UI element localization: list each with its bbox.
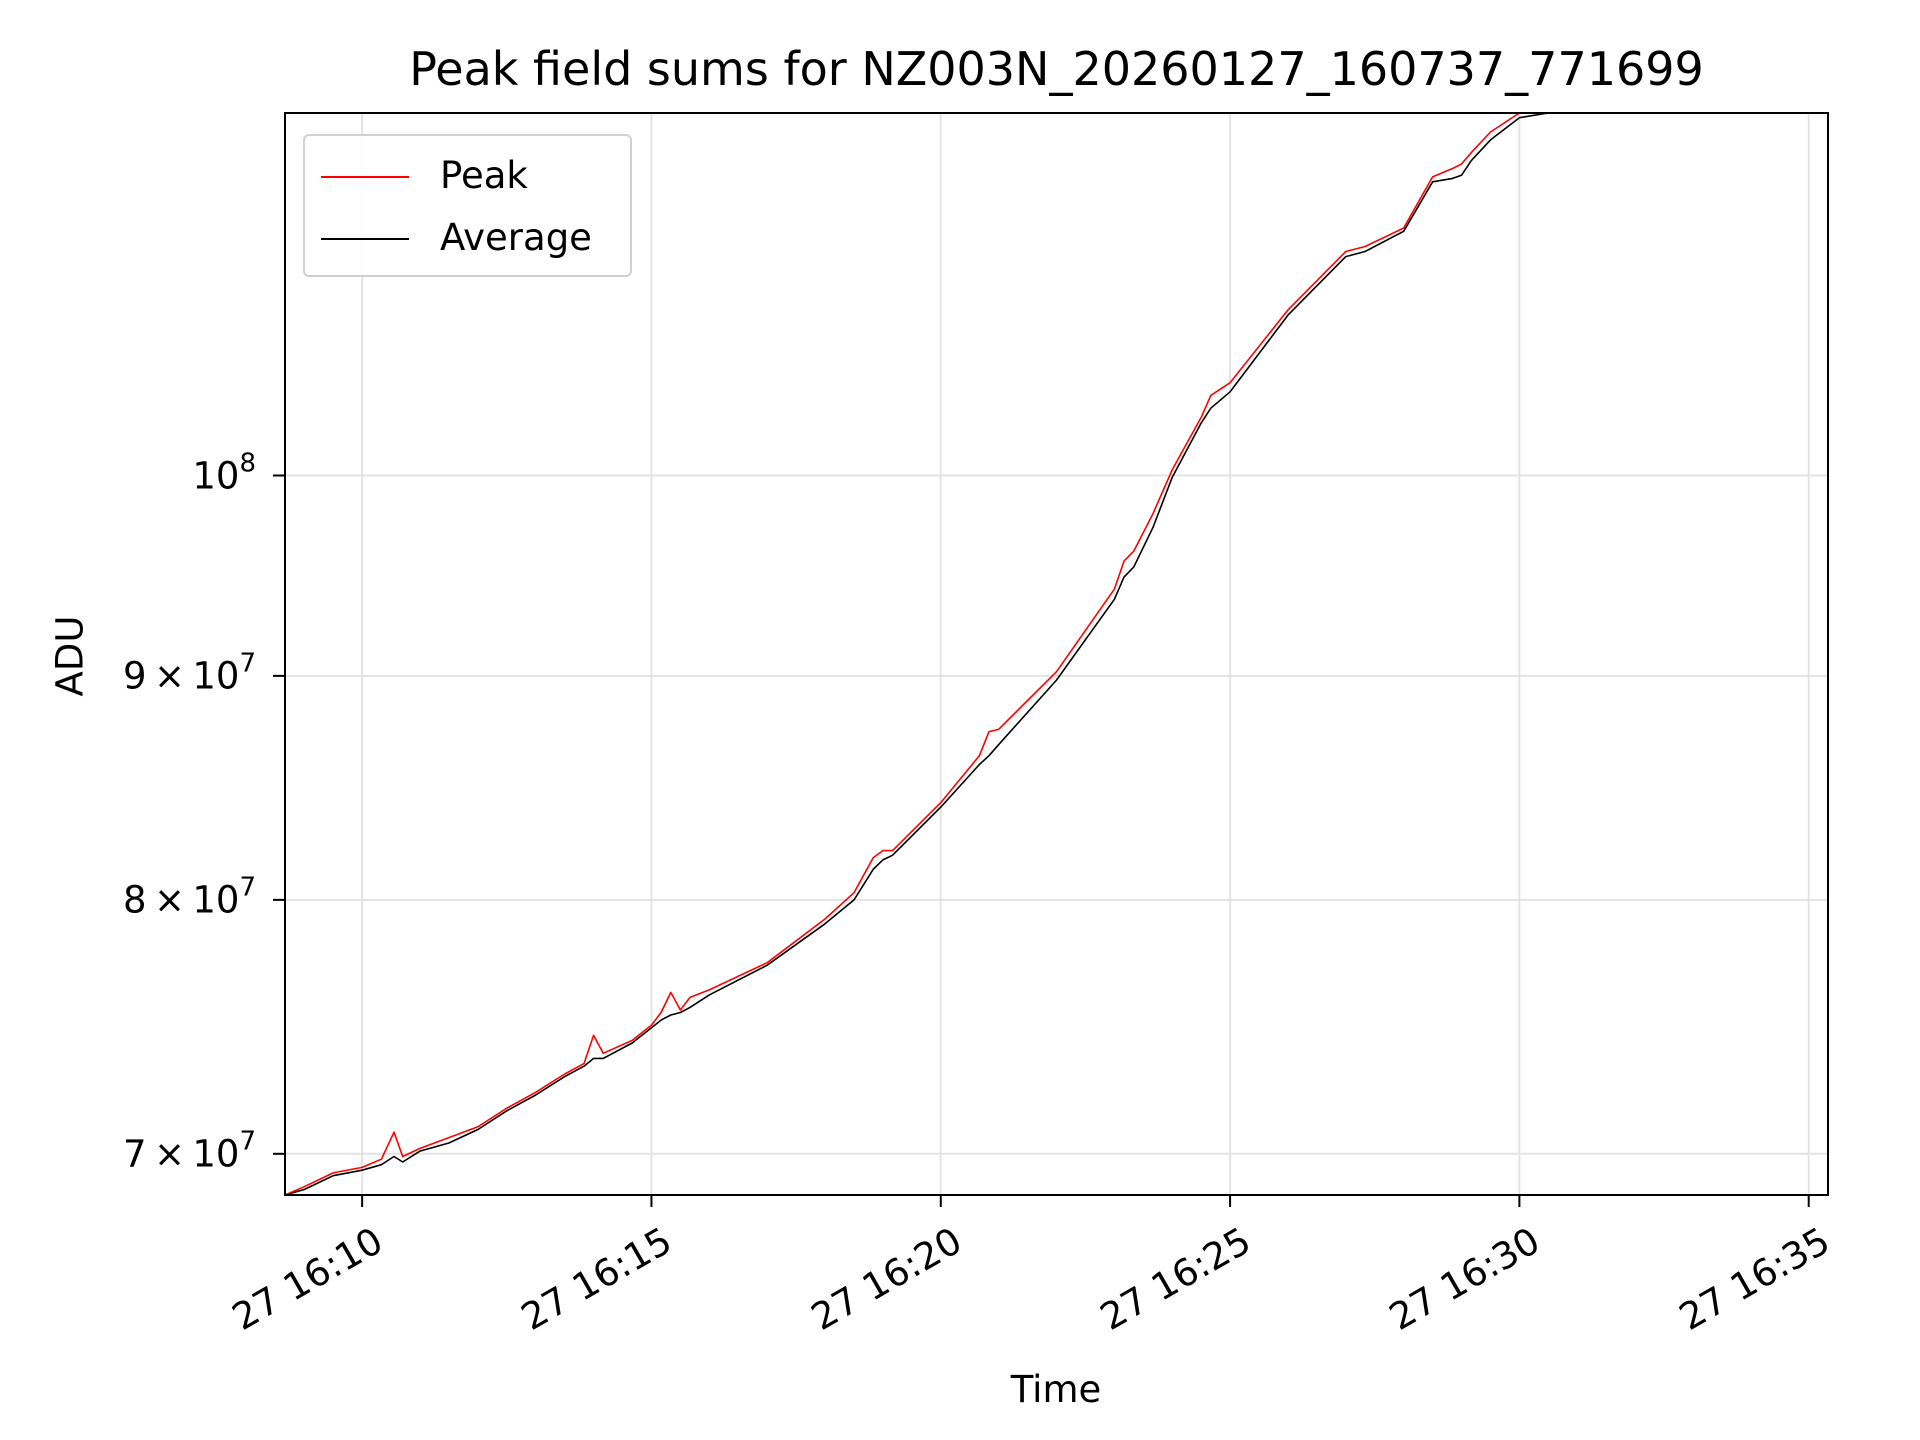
legend-item-average: Average: [305, 218, 630, 258]
tick-marks: [273, 474, 1810, 1207]
y-tick-label: 8 × 107: [123, 874, 256, 922]
times-sign: ×: [146, 654, 193, 698]
times-sign: ×: [146, 878, 193, 922]
grid-lines: [285, 113, 1828, 1195]
y-tick-mantissa: 9: [123, 654, 147, 698]
y-tick-label: 7 × 107: [123, 1128, 256, 1176]
legend-swatch-average: [321, 238, 409, 240]
series-line-peak: [285, 113, 1525, 1195]
y-tick-label: 9 × 107: [123, 650, 256, 698]
legend-label-peak: Peak: [440, 154, 528, 197]
y-tick-label: 108: [192, 450, 256, 497]
y-axis-label: ADU: [48, 615, 92, 697]
y-tick-mantissa: 8: [123, 878, 147, 922]
y-tick-exponent: 8: [239, 448, 256, 478]
legend-label-average: Average: [440, 216, 592, 259]
legend: Peak Average: [303, 134, 632, 277]
series-line-average: [285, 113, 1553, 1195]
legend-item-peak: Peak: [305, 156, 630, 196]
y-tick-base: 10: [192, 654, 240, 698]
x-axis-label: Time: [1010, 1368, 1102, 1411]
chart-title: Peak field sums for NZ003N_20260127_1607…: [409, 42, 1704, 96]
series-layer: [285, 113, 1553, 1195]
y-tick-exponent: 7: [239, 648, 256, 679]
y-tick-base: 10: [192, 878, 240, 922]
legend-swatch-peak: [321, 176, 409, 178]
y-tick-exponent: 7: [239, 872, 256, 903]
y-tick-mantissa: 7: [123, 1132, 147, 1176]
y-tick-base: 10: [192, 1132, 240, 1176]
y-tick-exponent: 7: [239, 1126, 256, 1157]
y-tick-base: 10: [192, 454, 240, 497]
times-sign: ×: [146, 1132, 193, 1176]
plot-frame: [284, 112, 1829, 1196]
